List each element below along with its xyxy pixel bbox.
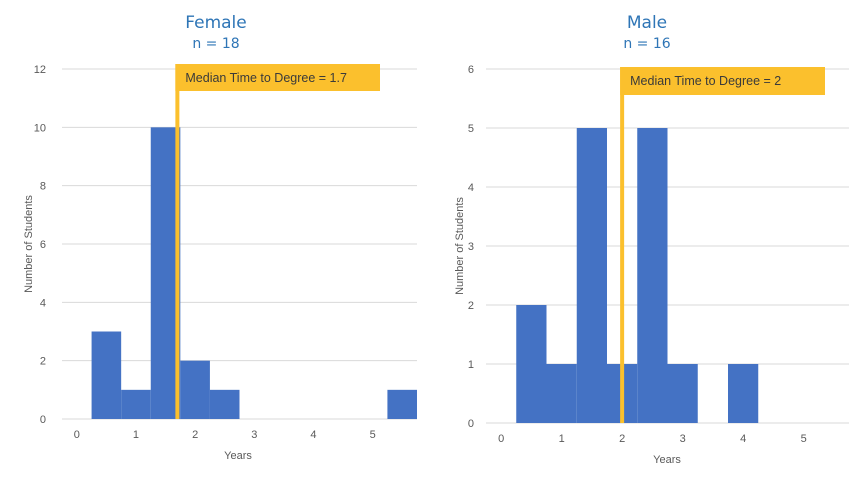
y-tick-label: 2 <box>468 300 474 312</box>
histogram-bar <box>91 331 122 419</box>
y-tick-label: 4 <box>40 297 46 309</box>
y-tick-label: 12 <box>34 64 46 76</box>
median-annotation-box <box>620 67 825 95</box>
histogram-bar <box>516 305 547 423</box>
y-tick-label: 10 <box>34 122 46 134</box>
y-tick-labels: 0 2 4 6 8 10 12 <box>34 64 46 426</box>
bars <box>91 127 417 419</box>
y-tick-label: 4 <box>468 182 474 194</box>
y-tick-label: 2 <box>40 356 46 368</box>
histogram-bar <box>637 128 668 423</box>
x-tick-label: 2 <box>619 433 625 445</box>
y-axis-label: Number of Students <box>23 195 35 293</box>
median-marker: Median Time to Degree = 1.7 <box>175 64 380 419</box>
histogram-bar <box>576 128 607 423</box>
y-tick-label: 3 <box>468 241 474 253</box>
histogram-bar <box>121 389 151 419</box>
y-tick-label: 6 <box>468 64 474 76</box>
y-tick-label: 6 <box>40 239 46 251</box>
histogram-bar <box>180 360 210 419</box>
y-tick-label: 5 <box>468 123 474 135</box>
x-axis-label: Years <box>653 454 681 466</box>
median-marker: Median Time to Degree = 2 <box>620 67 825 423</box>
histogram-bar <box>546 364 577 423</box>
y-axis-label: Number of Students <box>454 197 466 295</box>
histogram-bar <box>209 389 240 419</box>
y-tick-label: 0 <box>40 414 46 426</box>
median-line <box>175 64 180 419</box>
x-tick-label: 0 <box>74 429 80 441</box>
x-tick-label: 3 <box>251 429 257 441</box>
chart-title: Female <box>185 13 246 33</box>
x-tick-labels: 0 1 2 3 4 5 <box>74 429 376 441</box>
x-tick-label: 2 <box>192 429 198 441</box>
bars <box>516 128 759 423</box>
median-annotation-box <box>175 64 380 91</box>
y-tick-label: 8 <box>40 181 46 193</box>
x-tick-label: 5 <box>370 429 376 441</box>
x-tick-label: 5 <box>801 433 807 445</box>
y-tick-label: 0 <box>468 418 474 430</box>
chart-subtitle: n = 18 <box>192 36 239 52</box>
y-tick-label: 1 <box>468 359 474 371</box>
median-line <box>620 67 625 423</box>
x-tick-label: 4 <box>310 429 316 441</box>
x-tick-labels: 0 1 2 3 4 5 <box>498 433 807 445</box>
x-tick-label: 3 <box>680 433 686 445</box>
median-annotation-text: Median Time to Degree = 2 <box>630 74 781 88</box>
histogram-bar <box>728 364 759 423</box>
x-tick-label: 0 <box>498 433 504 445</box>
x-tick-label: 1 <box>133 429 139 441</box>
chart-subtitle: n = 16 <box>623 36 670 52</box>
median-annotation-text: Median Time to Degree = 1.7 <box>185 71 347 85</box>
histogram-bar <box>667 364 698 423</box>
y-tick-labels: 0 1 2 3 4 5 6 <box>468 64 474 430</box>
x-axis-label: Years <box>224 450 252 462</box>
histogram-bar <box>387 389 417 419</box>
x-tick-label: 1 <box>559 433 565 445</box>
chart-title: Male <box>627 13 667 33</box>
x-tick-label: 4 <box>740 433 746 445</box>
male-histogram-panel: Male n = 16 0 1 2 3 4 5 6 0 1 2 3 4 5 Years Number … <box>454 13 849 466</box>
